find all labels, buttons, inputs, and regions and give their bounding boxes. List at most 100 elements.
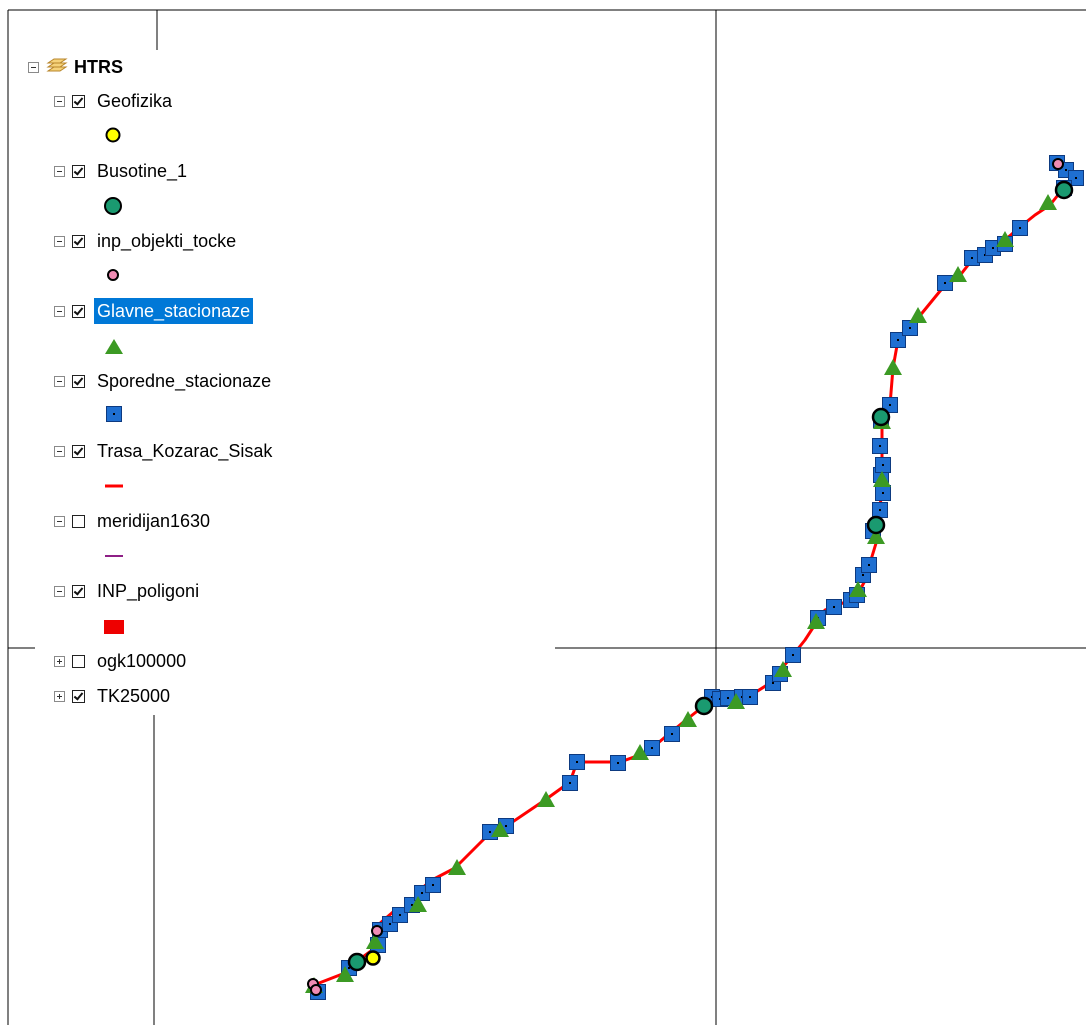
layer-name[interactable]: ogk100000 (97, 651, 187, 671)
layer-name[interactable]: Trasa_Kozarac_Sisak (97, 441, 273, 461)
main-station-marker[interactable] (884, 359, 902, 375)
secondary-station-center-dot (432, 884, 434, 886)
secondary-station-center-dot (389, 923, 391, 925)
pink-circle-symbol-icon (107, 269, 119, 281)
expand-icon[interactable] (54, 655, 65, 667)
main-station-marker[interactable] (366, 933, 384, 949)
layer-row-trasa-kozarac-sisak[interactable]: Trasa_Kozarac_Sisak (54, 436, 275, 466)
collapse-icon[interactable] (54, 445, 65, 457)
collapse-icon[interactable] (54, 95, 65, 107)
layer-visibility-checkbox[interactable] (72, 654, 85, 668)
layer-visibility-checkbox[interactable] (72, 234, 85, 248)
main-station-marker[interactable] (867, 528, 885, 544)
well-marker[interactable] (1054, 180, 1074, 200)
geophysics-marker[interactable] (365, 950, 381, 966)
secondary-station-center-dot (576, 761, 578, 763)
main-station-marker[interactable] (727, 693, 745, 709)
layer-row-glavne-stacionaze[interactable]: Glavne_stacionaze (54, 296, 254, 326)
expand-icon[interactable] (54, 690, 65, 702)
secondary-station-center-dot (348, 967, 350, 969)
green-circle-symbol-icon (104, 197, 122, 215)
main-station-marker[interactable] (807, 613, 825, 629)
layer-name[interactable]: inp_objekti_tocke (97, 231, 237, 251)
secondary-station-center-dot (727, 697, 729, 699)
collapse-icon[interactable] (54, 585, 65, 597)
collapse-icon[interactable] (28, 61, 39, 73)
layer-row-inp-poligoni[interactable]: INP_poligoni (54, 576, 202, 606)
layer-name[interactable]: INP_poligoni (97, 581, 200, 601)
layer-row-geofizika[interactable]: Geofizika (54, 86, 175, 116)
main-station-marker[interactable] (774, 661, 792, 677)
route-line-trasa-kozarac-sisak[interactable] (313, 163, 1077, 987)
collapse-icon[interactable] (54, 305, 65, 317)
main-station-marker[interactable] (448, 859, 466, 875)
secondary-station-center-dot (833, 606, 835, 608)
main-station-marker[interactable] (679, 711, 697, 727)
layer-name[interactable]: TK25000 (97, 686, 171, 706)
secondary-station-center-dot (651, 747, 653, 749)
layer-name[interactable]: meridijan1630 (97, 511, 211, 531)
layer-name[interactable]: Geofizika (97, 91, 173, 111)
secondary-station-center-dot (868, 564, 870, 566)
purple-line-symbol-icon (105, 555, 123, 557)
secondary-station-center-dot (882, 464, 884, 466)
layer-name[interactable]: Busotine_1 (97, 161, 188, 181)
secondary-station-center-dot (909, 327, 911, 329)
secondary-station-center-dot (889, 404, 891, 406)
blue-square-symbol-icon (106, 406, 122, 422)
layer-visibility-checkbox[interactable] (72, 164, 85, 178)
layer-visibility-checkbox[interactable] (72, 689, 85, 703)
layers-stack-icon (46, 58, 68, 72)
well-marker[interactable] (866, 515, 886, 535)
main-station-marker[interactable] (909, 307, 927, 323)
object-point-marker[interactable] (310, 984, 322, 996)
main-station-marker[interactable] (1039, 194, 1057, 210)
main-station-marker[interactable] (873, 471, 891, 487)
layer-row-sporedne-stacionaze[interactable]: Sporedne_stacionaze (54, 366, 274, 396)
layer-row-busotine[interactable]: Busotine_1 (54, 156, 190, 186)
yellow-circle-symbol-icon (105, 127, 121, 143)
secondary-station-center-dot (992, 247, 994, 249)
object-point-marker[interactable] (1052, 158, 1064, 170)
layer-visibility-checkbox[interactable] (72, 94, 85, 108)
toc-root-group[interactable]: HTRS (28, 52, 123, 82)
collapse-icon[interactable] (54, 515, 65, 527)
secondary-station-center-dot (1065, 169, 1067, 171)
secondary-station-center-dot (772, 682, 774, 684)
object-point-marker[interactable] (371, 925, 383, 937)
secondary-station-center-dot (1075, 177, 1077, 179)
collapse-icon[interactable] (54, 375, 65, 387)
layer-visibility-checkbox[interactable] (72, 304, 85, 318)
layer-visibility-checkbox[interactable] (72, 444, 85, 458)
main-station-marker[interactable] (849, 581, 867, 597)
collapse-icon[interactable] (54, 165, 65, 177)
main-station-marker[interactable] (491, 821, 509, 837)
layer-visibility-checkbox[interactable] (72, 374, 85, 388)
well-marker[interactable] (347, 952, 367, 972)
layer-row-inp-objekti-tocke[interactable]: inp_objekti_tocke (54, 226, 239, 256)
layer-row-meridijan1630[interactable]: meridijan1630 (54, 506, 213, 536)
secondary-station-center-dot (399, 914, 401, 916)
well-marker[interactable] (871, 407, 891, 427)
secondary-station-center-dot (505, 825, 507, 827)
main-station-marker[interactable] (949, 266, 967, 282)
main-station-marker[interactable] (631, 744, 649, 760)
layer-name-selected[interactable]: Glavne_stacionaze (94, 298, 254, 324)
red-line-symbol-icon (105, 484, 123, 488)
layer-row-ogk100000[interactable]: ogk100000 (54, 646, 189, 676)
layer-row-tk25000[interactable]: TK25000 (54, 681, 173, 711)
secondary-station-center-dot (897, 339, 899, 341)
main-station-marker[interactable] (409, 896, 427, 912)
toc-root-label[interactable]: HTRS (74, 56, 123, 77)
main-station-marker[interactable] (996, 231, 1014, 247)
layer-visibility-checkbox[interactable] (72, 584, 85, 598)
layer-name[interactable]: Sporedne_stacionaze (97, 371, 272, 391)
secondary-station-center-dot (879, 445, 881, 447)
main-station-marker[interactable] (336, 966, 354, 982)
collapse-icon[interactable] (54, 235, 65, 247)
main-station-marker[interactable] (537, 791, 555, 807)
layer-visibility-checkbox[interactable] (72, 514, 85, 528)
well-marker[interactable] (694, 696, 714, 716)
